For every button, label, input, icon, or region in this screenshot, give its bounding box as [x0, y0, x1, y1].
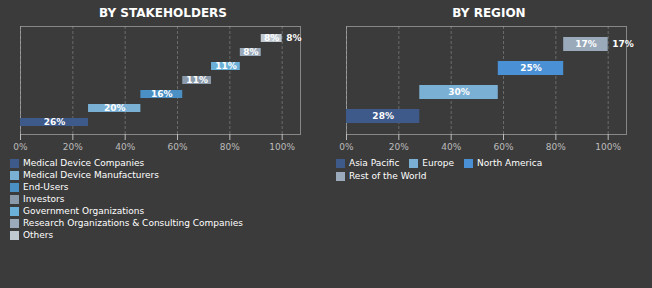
- svg-text:8%: 8%: [243, 47, 258, 57]
- svg-text:0%: 0%: [339, 142, 354, 152]
- svg-text:8%: 8%: [286, 33, 301, 43]
- svg-text:80%: 80%: [546, 142, 566, 152]
- html-text:BY STAKEHOLDERS: BY STAKEHOLDERS: [99, 6, 227, 20]
- svg-text:0%: 0%: [13, 142, 28, 152]
- html-text:Investors: Investors: [23, 194, 65, 204]
- svg-text:11%: 11%: [186, 75, 208, 85]
- svg-text:28%: 28%: [372, 111, 394, 121]
- html-text:Europe: Europe: [422, 158, 454, 168]
- svg-text:20%: 20%: [104, 103, 126, 113]
- html-text:BY REGION: BY REGION: [452, 6, 526, 20]
- svg-text:17%: 17%: [575, 39, 597, 49]
- svg-text:8%: 8%: [264, 33, 279, 43]
- html-text:End-Users: End-Users: [23, 182, 69, 192]
- svg-text:100%: 100%: [595, 142, 621, 152]
- svg-text:20%: 20%: [63, 142, 83, 152]
- html-text:Rest of the World: Rest of the World: [349, 171, 427, 181]
- svg-text:60%: 60%: [168, 142, 188, 152]
- svg-text:26%: 26%: [44, 117, 66, 127]
- html-text:Asia Pacific: Asia Pacific: [349, 158, 400, 168]
- svg-text:40%: 40%: [115, 142, 135, 152]
- svg-text:25%: 25%: [520, 63, 542, 73]
- svg-text:11%: 11%: [215, 61, 237, 71]
- html-text:Government Organizations: Government Organizations: [23, 206, 145, 216]
- html-text:Medical Device Companies: Medical Device Companies: [23, 158, 145, 168]
- html-text:Research Organizations & Consu: Research Organizations & Consulting Comp…: [23, 218, 243, 228]
- svg-text:100%: 100%: [269, 142, 295, 152]
- svg-text:40%: 40%: [441, 142, 461, 152]
- svg-text:30%: 30%: [448, 87, 470, 97]
- html-text:Others: Others: [23, 230, 54, 240]
- svg-text:80%: 80%: [220, 142, 240, 152]
- svg-text:17%: 17%: [612, 39, 634, 49]
- html-text:North America: North America: [477, 158, 543, 168]
- svg-text:16%: 16%: [151, 89, 173, 99]
- svg-text:60%: 60%: [494, 142, 514, 152]
- html-text:Medical Device Manufacturers: Medical Device Manufacturers: [23, 170, 159, 180]
- svg-text:20%: 20%: [389, 142, 409, 152]
